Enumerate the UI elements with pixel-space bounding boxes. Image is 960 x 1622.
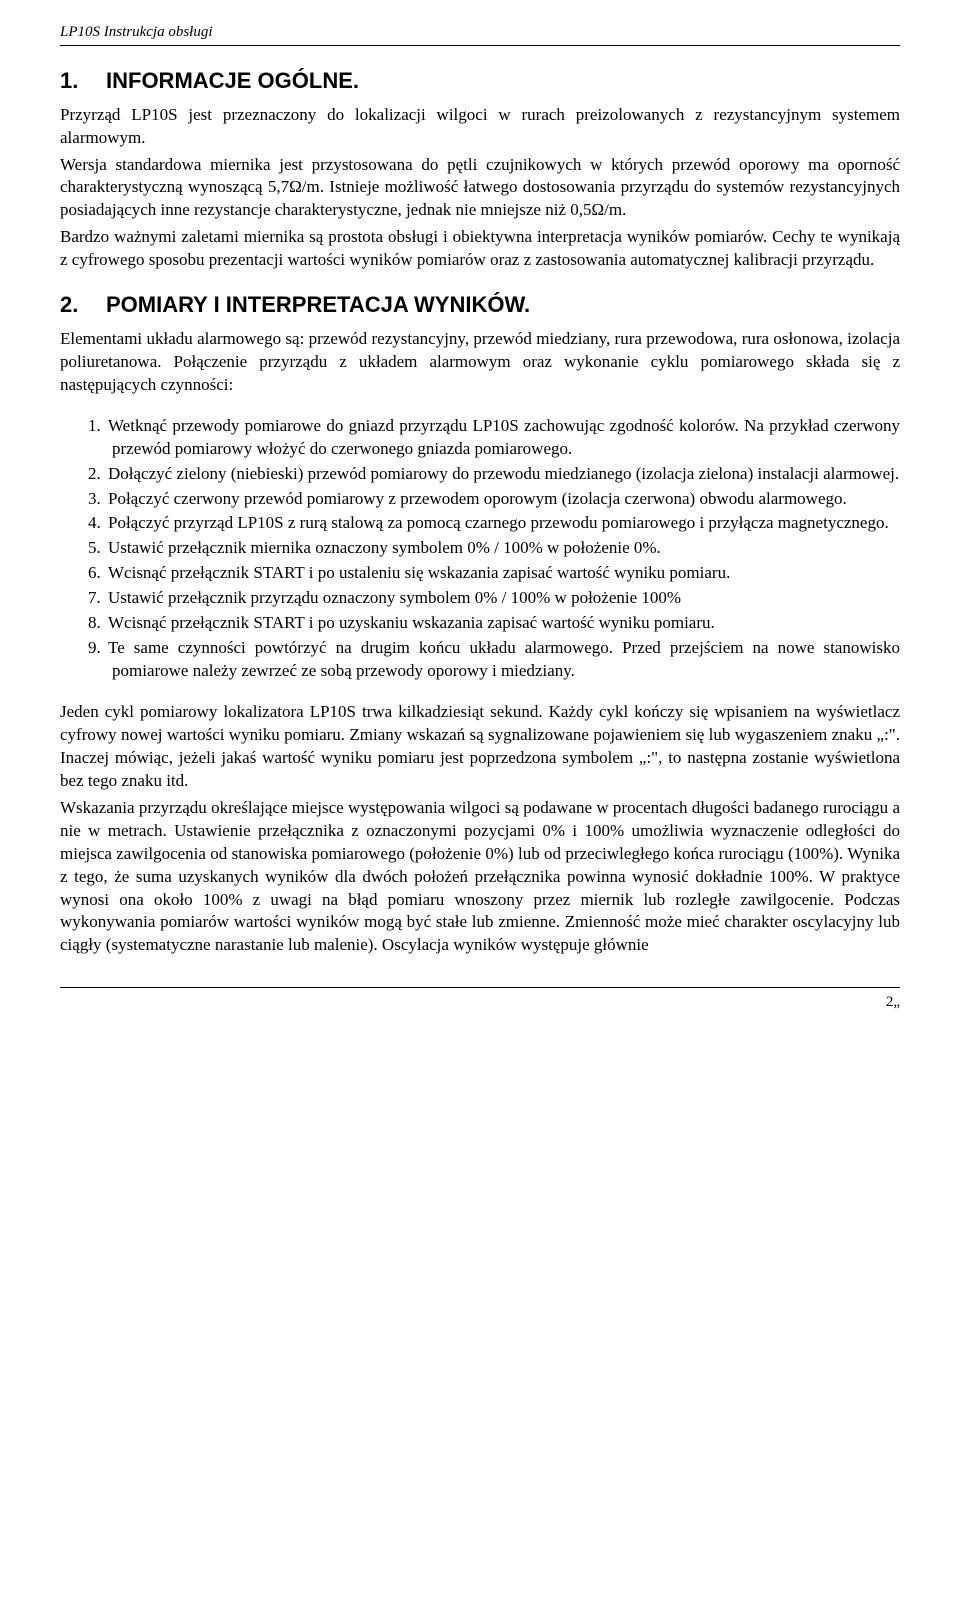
list-item: 2.Dołączyć zielony (niebieski) przewód p…	[88, 463, 900, 486]
list-num: 2.	[88, 463, 108, 486]
list-num: 1.	[88, 415, 108, 438]
list-item: 1.Wetknąć przewody pomiarowe do gniazd p…	[88, 415, 900, 461]
section-1-para-b: Wersja standardowa miernika jest przysto…	[60, 154, 900, 223]
list-text: Połączyć czerwony przewód pomiarowy z pr…	[108, 489, 847, 508]
doc-title: LP10S Instrukcja obsługi	[60, 24, 213, 40]
list-num: 3.	[88, 488, 108, 511]
list-num: 7.	[88, 587, 108, 610]
section-1-number: 1.	[60, 66, 106, 96]
list-text: Ustawić przełącznik przyrządu oznaczony …	[108, 588, 681, 607]
list-text: Połączyć przyrząd LP10S z rurą stalową z…	[108, 513, 889, 532]
list-num: 4.	[88, 512, 108, 535]
list-item: 8.Wcisnąć przełącznik START i po uzyskan…	[88, 612, 900, 635]
section-1-title: INFORMACJE OGÓLNE.	[106, 68, 359, 93]
list-text: Wcisnąć przełącznik START i po ustaleniu…	[108, 563, 730, 582]
list-num: 6.	[88, 562, 108, 585]
list-item: 7.Ustawić przełącznik przyrządu oznaczon…	[88, 587, 900, 610]
list-item: 5.Ustawić przełącznik miernika oznaczony…	[88, 537, 900, 560]
list-item: 3.Połączyć czerwony przewód pomiarowy z …	[88, 488, 900, 511]
section-2-outro-2: Wskazania przyrządu określające miejsce …	[60, 797, 900, 958]
list-text: Wcisnąć przełącznik START i po uzyskaniu…	[108, 613, 715, 632]
section-2-title: POMIARY I INTERPRETACJA WYNIKÓW.	[106, 292, 530, 317]
list-item: 4.Połączyć przyrząd LP10S z rurą stalową…	[88, 512, 900, 535]
list-num: 8.	[88, 612, 108, 635]
list-num: 5.	[88, 537, 108, 560]
list-item: 9.Te same czynności powtórzyć na drugim …	[88, 637, 900, 683]
page-number: 2„	[886, 994, 900, 1010]
procedure-list: 1.Wetknąć przewody pomiarowe do gniazd p…	[60, 415, 900, 683]
list-text: Dołączyć zielony (niebieski) przewód pom…	[108, 464, 899, 483]
doc-header: LP10S Instrukcja obsługi	[60, 20, 900, 46]
list-item: 6.Wcisnąć przełącznik START i po ustalen…	[88, 562, 900, 585]
list-text: Te same czynności powtórzyć na drugim ko…	[108, 638, 900, 680]
list-text: Wetknąć przewody pomiarowe do gniazd prz…	[108, 416, 900, 458]
section-1-heading: 1.INFORMACJE OGÓLNE.	[60, 66, 900, 96]
page-footer: 2„	[60, 987, 900, 1012]
section-2-heading: 2.POMIARY I INTERPRETACJA WYNIKÓW.	[60, 290, 900, 320]
section-1-para-c: Bardzo ważnymi zaletami miernika są pros…	[60, 226, 900, 272]
list-num: 9.	[88, 637, 108, 660]
list-text: Ustawić przełącznik miernika oznaczony s…	[108, 538, 661, 557]
section-2-number: 2.	[60, 290, 106, 320]
section-2-outro-1: Jeden cykl pomiarowy lokalizatora LP10S …	[60, 701, 900, 793]
section-1-para-a: Przyrząd LP10S jest przeznaczony do loka…	[60, 104, 900, 150]
section-2-intro: Elementami układu alarmowego są: przewód…	[60, 328, 900, 397]
